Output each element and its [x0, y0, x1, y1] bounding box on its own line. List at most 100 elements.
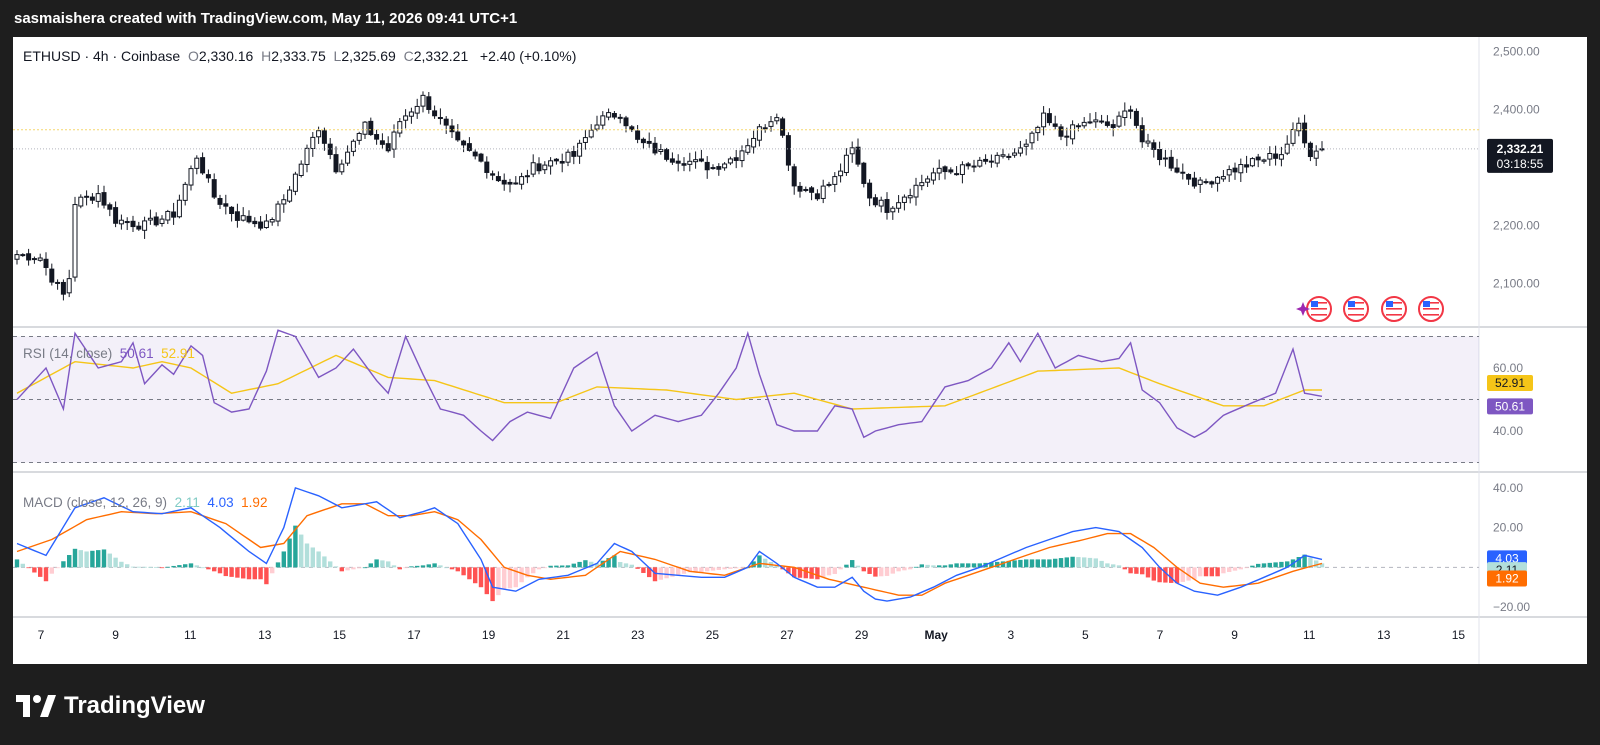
candle: [727, 156, 733, 166]
candle: [339, 159, 345, 175]
us-flag-event-icon[interactable]: [1343, 296, 1369, 322]
rsi-ma-value: 52.91: [161, 346, 195, 361]
candle: [878, 196, 884, 213]
candle: [263, 214, 269, 229]
candle-body: [246, 215, 252, 223]
tradingview-logo[interactable]: TradingView: [16, 692, 205, 720]
macd-histogram-bar: [1296, 557, 1301, 568]
candle: [43, 252, 49, 276]
macd-histogram-bar: [513, 567, 518, 588]
candle-body: [379, 140, 385, 145]
candle-body: [814, 193, 820, 200]
chart-canvas[interactable]: 2,500.002,400.002,300.002,200.002,100.00…: [13, 37, 1587, 664]
candle-body: [408, 111, 414, 117]
macd-histogram-bar: [281, 551, 286, 568]
candle-body: [1302, 122, 1308, 144]
time-tick-label: 17: [407, 628, 421, 642]
candle: [37, 253, 43, 262]
candle-body: [455, 131, 461, 141]
candle-body: [269, 219, 275, 223]
candle: [803, 186, 809, 193]
candle: [1052, 115, 1058, 130]
candle-body: [124, 221, 130, 224]
macd-histogram-bar: [1244, 567, 1249, 569]
macd-title[interactable]: MACD (close, 12, 26, 9): [23, 495, 168, 510]
macd-histogram-bar: [119, 561, 124, 568]
candle-body: [977, 159, 983, 167]
macd-histogram-bar: [850, 560, 855, 568]
candle-body: [153, 216, 159, 226]
candle: [252, 217, 258, 228]
candle: [368, 117, 374, 136]
candle-body: [66, 278, 72, 294]
macd-histogram-bar: [931, 565, 936, 568]
macd-histogram-bar: [1250, 565, 1255, 568]
candle-body: [1075, 125, 1081, 128]
candle-body: [704, 161, 710, 171]
candle-body: [1012, 152, 1018, 156]
macd-histogram-bar: [664, 567, 669, 579]
candle: [832, 172, 838, 193]
macd-histogram-bar: [78, 550, 83, 568]
candle: [1046, 108, 1052, 126]
candle-body: [1104, 121, 1110, 126]
macd-histogram-bar: [299, 534, 304, 568]
macd-histogram-bar: [241, 567, 246, 579]
macd-histogram-bar: [426, 564, 431, 568]
candle-body: [809, 187, 815, 193]
candle-body: [345, 151, 351, 164]
candle-body: [1168, 156, 1174, 169]
macd-histogram-bar: [635, 567, 640, 569]
candle: [26, 248, 32, 266]
macd-histogram-bar: [629, 564, 634, 568]
candle: [652, 137, 658, 156]
high-value: 2,333.75: [271, 48, 326, 64]
candle-body: [397, 121, 403, 134]
candle: [466, 137, 472, 152]
us-flag-event-icon[interactable]: [1381, 296, 1407, 322]
candle: [565, 149, 571, 167]
candle: [1116, 111, 1122, 128]
candle: [379, 133, 385, 149]
candle-body: [774, 117, 780, 122]
us-flag-event-icon[interactable]: [1306, 296, 1332, 322]
macd-histogram-bar: [449, 567, 455, 570]
macd-histogram-bar: [1186, 567, 1191, 581]
candle: [954, 166, 960, 176]
macd-histogram-bar: [397, 567, 402, 570]
candle: [1162, 149, 1168, 167]
rsi-title[interactable]: RSI (14, close): [23, 346, 113, 361]
candle-body: [1017, 147, 1023, 154]
macd-histogram-bar: [183, 564, 188, 568]
symbol-title[interactable]: ETHUSD · 4h · Coinbase: [23, 48, 181, 64]
candle-body: [1261, 159, 1267, 162]
candle-body: [211, 179, 217, 198]
candle: [20, 253, 26, 257]
candle: [519, 172, 525, 190]
candle-body: [1070, 124, 1076, 140]
macd-histogram-group: [14, 525, 1325, 602]
candle: [1093, 112, 1099, 128]
macd-histogram-bar: [647, 567, 652, 578]
macd-histogram-bar: [896, 567, 901, 572]
candle: [1197, 177, 1203, 193]
candle: [107, 202, 113, 217]
candle: [1168, 149, 1174, 172]
us-flag-event-icon[interactable]: [1418, 296, 1444, 322]
macd-histogram-bar: [502, 567, 507, 590]
candle-body: [878, 199, 884, 207]
macd-histogram-bar: [72, 548, 78, 568]
candle-body: [1000, 154, 1006, 157]
candle: [646, 132, 652, 148]
candle: [414, 98, 420, 119]
macd-histogram-bar: [618, 562, 623, 568]
macd-histogram-bar: [1128, 567, 1133, 574]
candle: [901, 194, 907, 211]
macd-histogram-bar: [821, 567, 826, 578]
candle-body: [368, 120, 374, 136]
candle-body: [507, 181, 513, 185]
macd-histogram-bar: [1047, 559, 1052, 568]
candle: [426, 91, 432, 114]
candle-body: [171, 211, 177, 218]
candle: [234, 203, 240, 228]
